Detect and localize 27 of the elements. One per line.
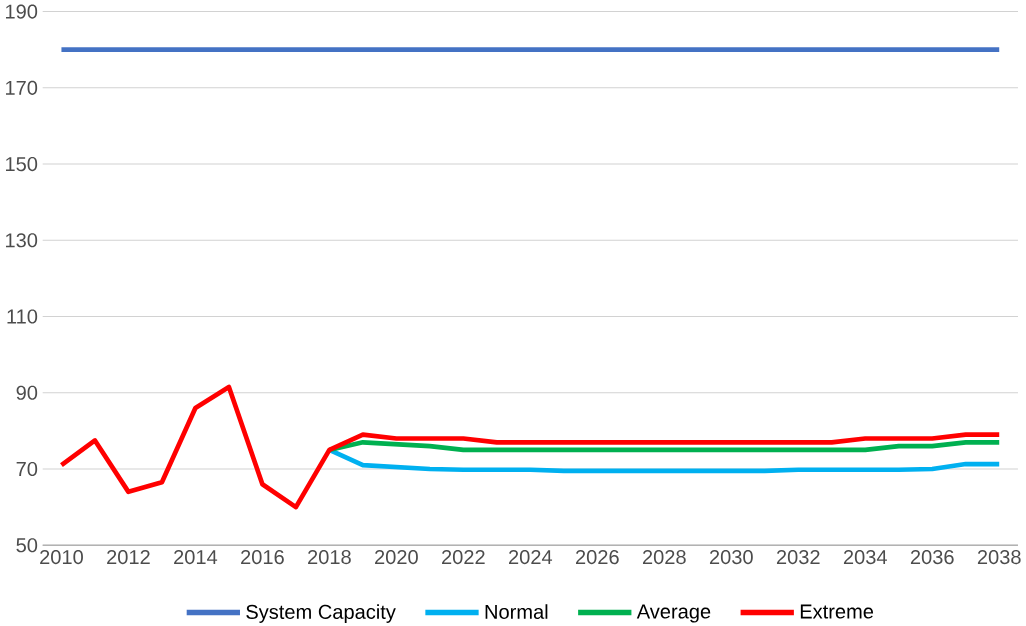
legend-label: Average [636, 604, 711, 623]
x-tick-label: 2010 [40, 549, 83, 565]
x-tick-label: 2022 [442, 549, 485, 565]
x-tick-label: 2032 [776, 549, 820, 565]
legend-label: Extreme [800, 604, 874, 619]
legend-label: Normal [485, 604, 548, 619]
y-tick-label: 50 [16, 538, 38, 553]
x-tick-label: 2020 [375, 549, 418, 565]
y-tick-label: 170 [6, 80, 38, 95]
y-tick-label: 90 [16, 385, 38, 400]
x-tick-label: 2030 [709, 549, 753, 565]
x-tick-label: 2014 [174, 549, 218, 565]
y-tick-label: 70 [16, 461, 38, 477]
legend-label: System Capacity [246, 604, 396, 623]
x-tick-label: 2036 [910, 549, 954, 565]
x-tick-label: 2024 [509, 549, 553, 565]
x-tick-label: 2034 [843, 549, 887, 565]
y-tick-label: 130 [6, 233, 38, 248]
x-tick-label: 2026 [576, 549, 619, 565]
x-tick-label: 2038 [977, 549, 1021, 565]
x-tick-label: 2012 [107, 549, 150, 565]
y-tick-label: 110 [7, 309, 38, 324]
x-tick-label: 2016 [241, 549, 284, 565]
y-tick-label: 190 [6, 4, 38, 19]
x-tick-label: 2018 [308, 549, 351, 565]
y-tick-label: 150 [6, 156, 38, 172]
x-tick-label: 2028 [642, 549, 686, 565]
